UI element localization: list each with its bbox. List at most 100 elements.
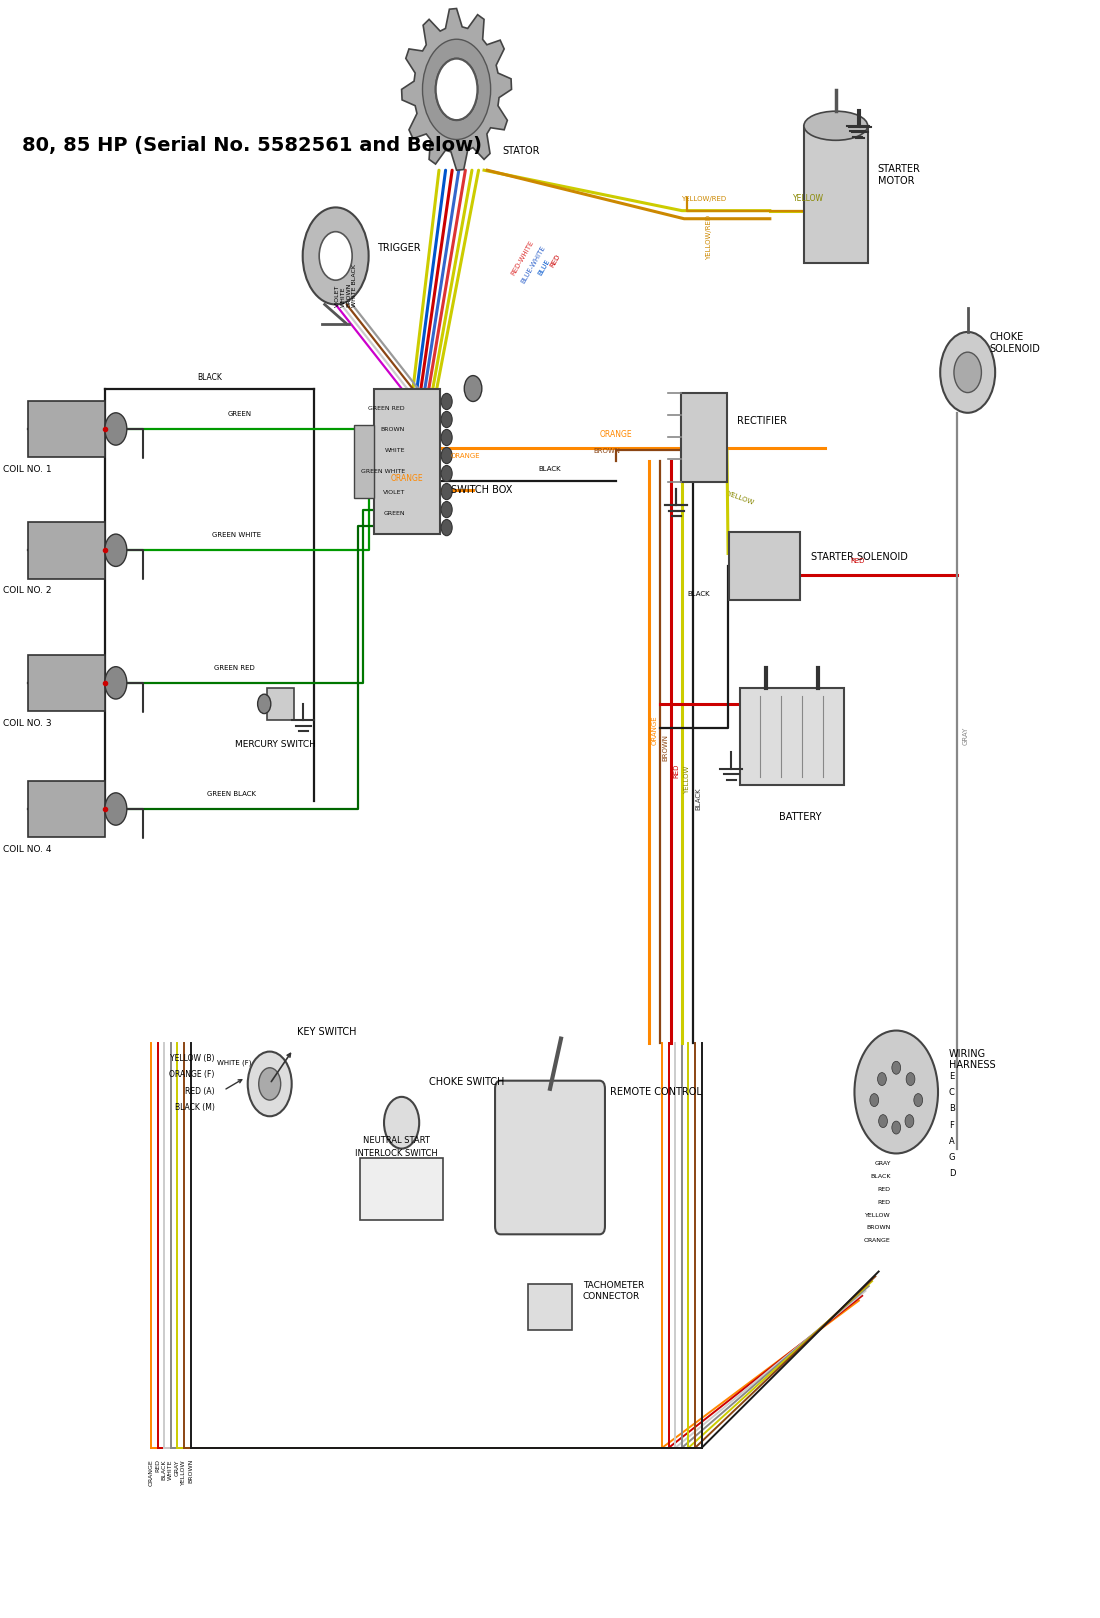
Circle shape: [954, 353, 981, 393]
Bar: [354, 426, 374, 498]
Text: GRAY: GRAY: [962, 726, 968, 746]
Bar: [374, 388, 440, 534]
Text: E: E: [949, 1073, 954, 1081]
Circle shape: [441, 519, 452, 536]
Text: BLACK: BLACK: [870, 1173, 891, 1180]
Circle shape: [892, 1121, 901, 1134]
Text: NEUTRAL START: NEUTRAL START: [363, 1136, 430, 1146]
Text: RED (A): RED (A): [185, 1087, 214, 1095]
Text: ORANGE: ORANGE: [451, 453, 481, 460]
Text: RED: RED: [549, 252, 562, 269]
Text: BROWN: BROWN: [867, 1225, 891, 1230]
Bar: [361, 1158, 443, 1220]
Text: YELLOW: YELLOW: [865, 1212, 891, 1217]
Text: VIOLET: VIOLET: [383, 490, 405, 495]
Text: BROWN: BROWN: [594, 448, 620, 455]
Circle shape: [248, 1052, 292, 1116]
Circle shape: [441, 502, 452, 518]
Circle shape: [384, 1097, 419, 1149]
Text: WHITE: WHITE: [384, 448, 405, 453]
Text: BLACK: BLACK: [162, 1459, 167, 1479]
Circle shape: [441, 466, 452, 482]
Text: TACHOMETER
CONNECTOR: TACHOMETER CONNECTOR: [583, 1281, 645, 1301]
Circle shape: [892, 1061, 901, 1074]
Text: C: C: [949, 1089, 955, 1097]
Bar: [681, 393, 727, 482]
Circle shape: [104, 667, 126, 699]
Text: STARTER
MOTOR: STARTER MOTOR: [878, 163, 921, 186]
Text: GRAY: GRAY: [874, 1160, 891, 1167]
Ellipse shape: [804, 112, 868, 141]
Text: GREEN RED: GREEN RED: [368, 406, 405, 411]
Circle shape: [940, 332, 996, 413]
Text: YELLOW: YELLOW: [684, 765, 691, 794]
Circle shape: [441, 484, 452, 500]
Circle shape: [441, 448, 452, 464]
Circle shape: [914, 1094, 923, 1107]
Circle shape: [441, 393, 452, 409]
Text: RED: RED: [878, 1199, 891, 1204]
Text: REMOTE CONTROL: REMOTE CONTROL: [610, 1087, 702, 1097]
Text: BROWN: BROWN: [662, 735, 669, 762]
Bar: [28, 655, 105, 712]
Bar: [28, 781, 105, 837]
Text: F: F: [949, 1121, 954, 1129]
Text: G: G: [949, 1154, 956, 1162]
Text: RED-WHITE: RED-WHITE: [510, 239, 535, 277]
Circle shape: [258, 1068, 280, 1100]
Text: BLUE: BLUE: [538, 257, 551, 277]
Text: RED: RED: [850, 558, 865, 565]
Text: CHOKE
SOLENOID: CHOKE SOLENOID: [990, 332, 1041, 354]
Text: MERCURY SWITCH: MERCURY SWITCH: [234, 739, 316, 749]
Polygon shape: [402, 8, 512, 170]
Text: WHITE: WHITE: [168, 1459, 174, 1479]
Text: B: B: [949, 1105, 955, 1113]
Text: BROWN: BROWN: [188, 1459, 194, 1484]
Text: ORANGE: ORANGE: [390, 474, 424, 482]
FancyBboxPatch shape: [495, 1081, 605, 1235]
Text: ORANGE (F): ORANGE (F): [169, 1071, 214, 1079]
Text: GREEN: GREEN: [228, 411, 252, 417]
Text: GREEN BLACK: GREEN BLACK: [207, 791, 255, 798]
Text: COIL NO. 3: COIL NO. 3: [2, 718, 52, 728]
Bar: [28, 523, 105, 579]
Text: WHITE: WHITE: [341, 286, 345, 307]
Text: STATOR: STATOR: [503, 146, 540, 155]
Circle shape: [905, 1115, 914, 1128]
Text: BROWN: BROWN: [381, 427, 405, 432]
Text: D: D: [949, 1170, 956, 1178]
Text: YELLOW (B): YELLOW (B): [170, 1055, 214, 1063]
Text: TRIGGER: TRIGGER: [377, 243, 421, 252]
Text: YELLOW/RED: YELLOW/RED: [706, 215, 713, 260]
Circle shape: [302, 207, 368, 304]
Text: YELLOW: YELLOW: [726, 490, 755, 506]
Bar: [804, 126, 868, 264]
Circle shape: [879, 1115, 888, 1128]
Circle shape: [870, 1094, 879, 1107]
Text: BROWN: BROWN: [346, 283, 351, 307]
Circle shape: [906, 1073, 915, 1086]
Circle shape: [441, 411, 452, 427]
Text: BLUE-WHITE: BLUE-WHITE: [520, 244, 547, 285]
Circle shape: [441, 429, 452, 445]
Text: KEY SWITCH: KEY SWITCH: [297, 1027, 356, 1037]
Text: WIRING
HARNESS: WIRING HARNESS: [949, 1048, 996, 1071]
Text: ORANGE: ORANGE: [148, 1459, 154, 1485]
Text: BLACK: BLACK: [539, 466, 561, 472]
Text: YELLOW: YELLOW: [182, 1459, 187, 1485]
Text: ORANGE: ORANGE: [864, 1238, 891, 1243]
Text: RECTIFIER: RECTIFIER: [737, 416, 786, 426]
Text: 80, 85 HP (Serial No. 5582561 and Below): 80, 85 HP (Serial No. 5582561 and Below): [22, 136, 483, 155]
Text: BLACK (M): BLACK (M): [175, 1103, 214, 1112]
Text: STARTER SOLENOID: STARTER SOLENOID: [811, 552, 907, 561]
Text: WHITE BLACK: WHITE BLACK: [352, 264, 356, 307]
Text: ORANGE: ORANGE: [600, 430, 632, 438]
Bar: [728, 532, 800, 600]
Circle shape: [878, 1073, 887, 1086]
Text: BLACK: BLACK: [688, 591, 710, 597]
Bar: [528, 1285, 572, 1330]
Text: BATTERY: BATTERY: [780, 812, 822, 822]
Circle shape: [855, 1031, 938, 1154]
Circle shape: [104, 413, 126, 445]
Text: INTERLOCK SWITCH: INTERLOCK SWITCH: [354, 1149, 438, 1158]
